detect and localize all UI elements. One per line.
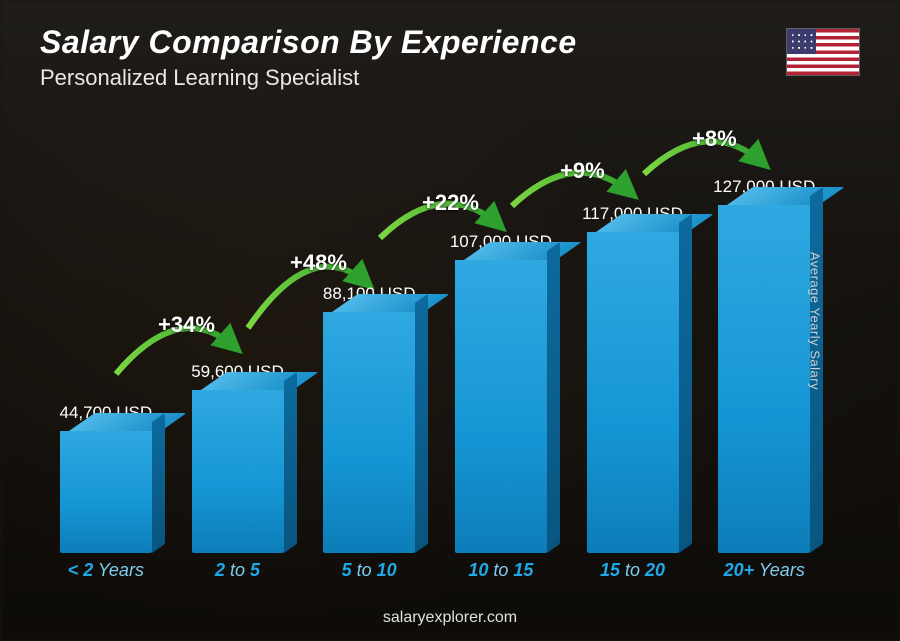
bar-front-face: [60, 431, 152, 553]
flag-us-icon: [786, 28, 860, 76]
bar-column: 107,000 USD: [435, 232, 567, 553]
chart-title: Salary Comparison By Experience: [40, 24, 577, 61]
bar-front-face: [587, 232, 679, 553]
chart-area: +34% +48% +22% +9% +8% 44,700 USD59,600 …: [40, 110, 830, 581]
bar-3d: [192, 390, 284, 553]
x-label: 15 to 20: [567, 560, 699, 581]
bar-column: 44,700 USD: [40, 403, 172, 553]
bar-3d: [455, 260, 547, 553]
y-axis-label: Average Yearly Salary: [807, 251, 822, 389]
bar-3d: [60, 431, 152, 553]
bar-side-face: [284, 372, 297, 553]
title-block: Salary Comparison By Experience Personal…: [40, 24, 577, 91]
header: Salary Comparison By Experience Personal…: [40, 24, 860, 91]
bar-front-face: [323, 312, 415, 553]
x-label: 20+ Years: [698, 560, 830, 581]
bar-front-face: [192, 390, 284, 553]
bar-side-face: [547, 242, 560, 553]
bar-column: 88,100 USD: [303, 284, 435, 553]
bar-front-face: [455, 260, 547, 553]
bar-column: 117,000 USD: [567, 204, 699, 553]
pct-label-5: +8%: [692, 126, 737, 151]
bar-side-face: [415, 294, 428, 553]
footer-source: salaryexplorer.com: [0, 609, 900, 627]
bar-column: 59,600 USD: [172, 362, 304, 553]
bar-front-face: [718, 205, 810, 553]
bar-3d: [718, 205, 810, 553]
x-axis-labels: < 2 Years2 to 55 to 1010 to 1515 to 2020…: [40, 560, 830, 581]
x-label: 2 to 5: [172, 560, 304, 581]
bars-container: 44,700 USD59,600 USD88,100 USD107,000 US…: [40, 153, 830, 553]
bar-side-face: [152, 413, 165, 553]
bar-side-face: [679, 214, 692, 553]
content-area: Salary Comparison By Experience Personal…: [0, 0, 900, 641]
x-label: 10 to 15: [435, 560, 567, 581]
x-label: < 2 Years: [40, 560, 172, 581]
x-label: 5 to 10: [303, 560, 435, 581]
bar-3d: [587, 232, 679, 553]
bar-3d: [323, 312, 415, 553]
chart-subtitle: Personalized Learning Specialist: [40, 65, 577, 91]
